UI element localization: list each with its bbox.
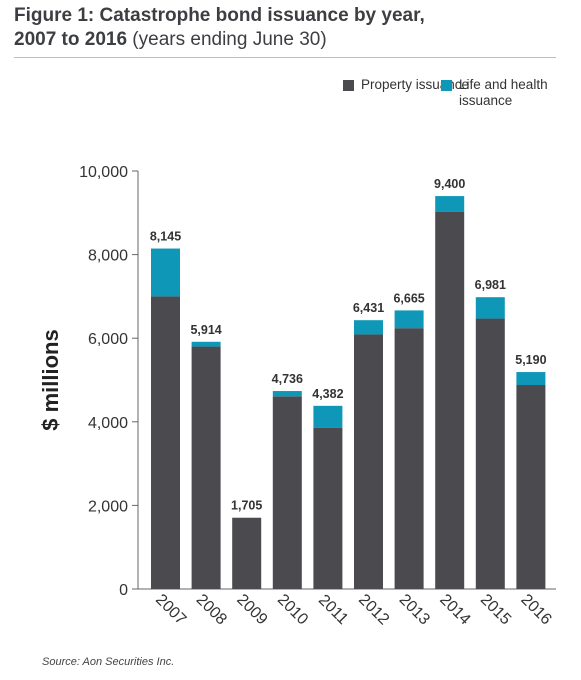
bar-total-label: 1,705	[231, 499, 262, 513]
legend-swatch-life-health	[441, 80, 452, 91]
figure-title: Figure 1: Catastrophe bond issuance by y…	[14, 4, 569, 52]
bar-total-label: 6,665	[393, 291, 424, 305]
bar-life-health	[394, 310, 424, 329]
bar-property	[272, 396, 302, 589]
x-tick-label: 2014	[436, 591, 473, 628]
bar-life-health	[354, 320, 383, 335]
bar-life-health	[435, 196, 465, 212]
bar-property	[313, 427, 343, 589]
bar-property	[435, 211, 465, 590]
bar-total-label: 6,981	[475, 278, 506, 292]
bar-total-label: 6,431	[353, 301, 384, 315]
title-years: 2007 to 2016	[14, 29, 128, 50]
bar-total-label: 5,914	[190, 323, 221, 337]
x-tick-label: 2007	[152, 591, 189, 628]
y-tick-label: 0	[119, 582, 128, 599]
title-subtitle: (years ending June 30)	[127, 29, 327, 50]
bar-total-label: 8,145	[150, 230, 181, 244]
y-tick-label: 10,000	[79, 164, 128, 181]
bar-total-label: 4,382	[312, 387, 343, 401]
bar-property	[475, 318, 505, 589]
x-tick-label: 2009	[233, 591, 270, 628]
bar-property	[191, 346, 221, 589]
bar-property	[394, 328, 424, 589]
x-tick-label: 2015	[477, 591, 514, 628]
x-tick-label: 2011	[315, 592, 351, 628]
bar-life-health	[191, 341, 221, 347]
legend-swatch-property	[343, 80, 354, 91]
source-note: Source: Aon Securities Inc.	[42, 656, 175, 668]
bar-life-health	[475, 297, 505, 319]
bar-life-health	[516, 372, 546, 386]
bar-property	[151, 296, 180, 589]
y-tick-label: 2,000	[88, 498, 128, 515]
title-line-2: 2007 to 2016 (years ending June 30)	[14, 28, 569, 52]
bar-total-label: 9,400	[434, 177, 465, 191]
legend-label-life-health: Life and health issuance	[459, 77, 548, 108]
x-tick-label: 2013	[396, 591, 433, 628]
x-tick-label: 2016	[517, 591, 554, 628]
y-axis-title: $ millions	[38, 329, 63, 430]
title-divider	[14, 57, 556, 58]
bar-total-label: 5,190	[515, 353, 546, 367]
y-tick-label: 4,000	[88, 415, 128, 432]
x-tick-label: 2010	[274, 591, 311, 628]
x-tick-label: 2012	[355, 591, 392, 628]
bar-property	[232, 517, 262, 589]
title-line-1: Figure 1: Catastrophe bond issuance by y…	[14, 5, 425, 26]
x-tick-label: 2008	[193, 591, 230, 628]
bar-life-health	[313, 405, 343, 428]
bar-life-health	[272, 391, 302, 397]
y-tick-label: 8,000	[88, 248, 128, 265]
bar-property	[354, 334, 383, 589]
bar-property	[516, 385, 546, 589]
y-tick-label: 6,000	[88, 331, 128, 348]
bar-total-label: 4,736	[272, 372, 303, 386]
bar-life-health	[151, 248, 180, 297]
